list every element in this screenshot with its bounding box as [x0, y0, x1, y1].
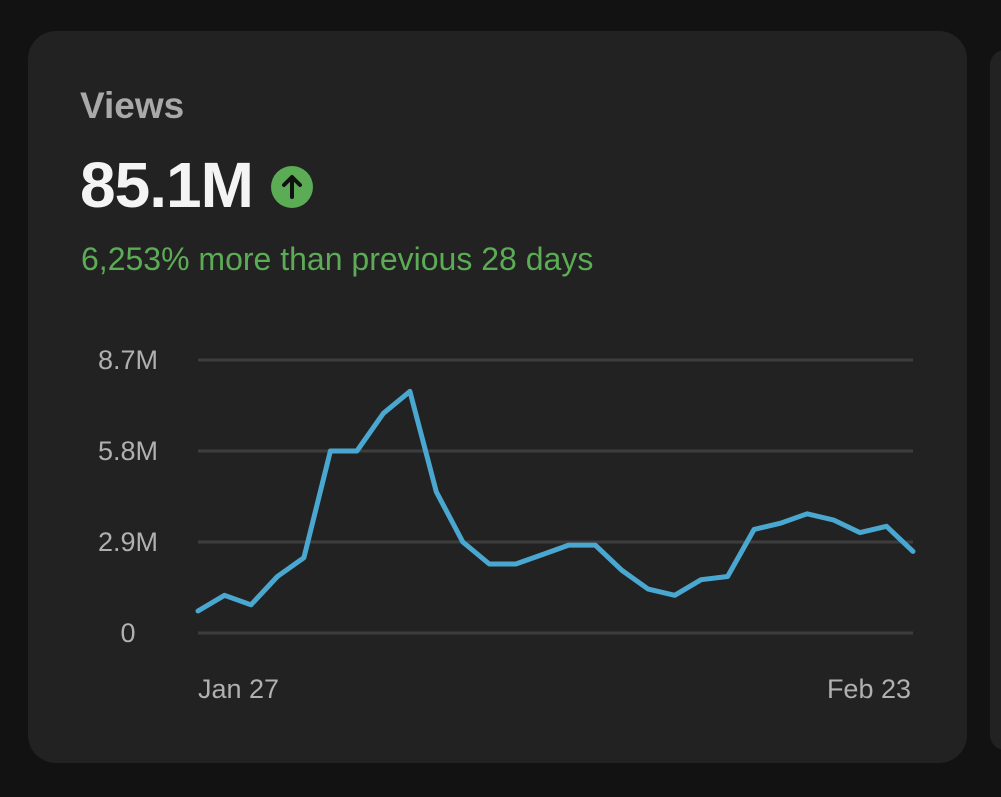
views-card[interactable]: Views 85.1M 6,253% more than previous 28…	[28, 31, 967, 763]
y-tick-label: 8.7M	[98, 345, 158, 375]
y-tick-label: 0	[120, 618, 135, 648]
next-card-edge[interactable]	[990, 50, 1001, 750]
card-title: Views	[80, 85, 185, 126]
x-axis-ticks: Jan 27 Feb 23	[198, 674, 911, 704]
views-series-line	[195, 388, 916, 614]
y-tick-label: 5.8M	[98, 436, 158, 466]
grid-lines	[198, 358, 913, 635]
views-line-chart: 0 2.9M 5.8M 8.7M Jan 27 Feb 23	[98, 345, 916, 704]
change-text: 6,253% more than previous 28 days	[81, 241, 594, 277]
series-group	[195, 388, 916, 614]
x-tick-label: Jan 27	[198, 674, 279, 704]
x-tick-label: Feb 23	[827, 674, 911, 704]
y-axis-ticks: 0 2.9M 5.8M 8.7M	[98, 345, 158, 648]
y-tick-label: 2.9M	[98, 527, 158, 557]
views-value: 85.1M	[80, 149, 254, 221]
value-row: 85.1M	[80, 149, 313, 221]
arrow-up-circle-icon	[270, 166, 313, 208]
